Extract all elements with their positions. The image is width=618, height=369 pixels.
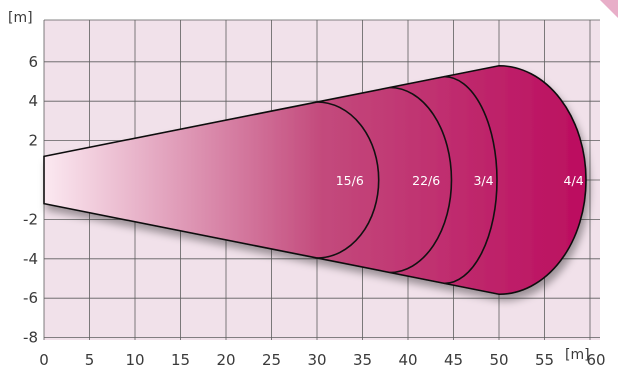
- x-tick-label: 15: [171, 351, 190, 369]
- x-tick-label: 5: [85, 351, 95, 369]
- x-axis-ticks: 0 5 10 15 20 25 30 35 40 45 50 55 60: [39, 351, 605, 369]
- y-tick-label: -4: [23, 250, 38, 268]
- zone-boundaries: [316, 75, 498, 285]
- x-tick-label: 60: [586, 351, 605, 369]
- x-tick-label: 0: [39, 351, 49, 369]
- y-tick-label: -8: [23, 329, 38, 347]
- zone-label: 3/4: [473, 173, 493, 188]
- beam-outline: [43, 64, 587, 296]
- x-tick-label: 50: [489, 351, 508, 369]
- y-tick-label: 2: [28, 132, 38, 150]
- x-tick-label: 45: [444, 351, 463, 369]
- x-tick-label: 30: [307, 351, 326, 369]
- x-tick-label: 35: [353, 351, 372, 369]
- zone-labels: 15/6 22/6 3/4 4/4: [336, 173, 584, 188]
- y-tick-label: 4: [28, 92, 38, 110]
- y-axis-unit-label: [m]: [8, 10, 33, 26]
- y-axis-ticks: 6 4 2 -2 -4 -6 -8: [23, 53, 38, 347]
- beam-shape: [43, 64, 587, 296]
- y-tick-label: -2: [23, 210, 38, 228]
- y-tick-label: -6: [23, 289, 38, 307]
- zone-label: 15/6: [336, 173, 364, 188]
- zone-boundary-3: [444, 75, 498, 285]
- x-tick-label: 25: [262, 351, 281, 369]
- zone-boundary-1: [316, 101, 380, 259]
- zone-boundary-2: [389, 86, 453, 274]
- corner-accent: [600, 0, 618, 18]
- y-tick-label: 6: [28, 53, 38, 71]
- x-tick-label: 10: [125, 351, 144, 369]
- zone-label: 4/4: [564, 173, 584, 188]
- x-axis-unit-label: [m]: [565, 347, 590, 363]
- x-tick-label: 40: [398, 351, 417, 369]
- x-tick-label: 55: [535, 351, 554, 369]
- x-tick-label: 20: [216, 351, 235, 369]
- zone-label: 22/6: [412, 173, 440, 188]
